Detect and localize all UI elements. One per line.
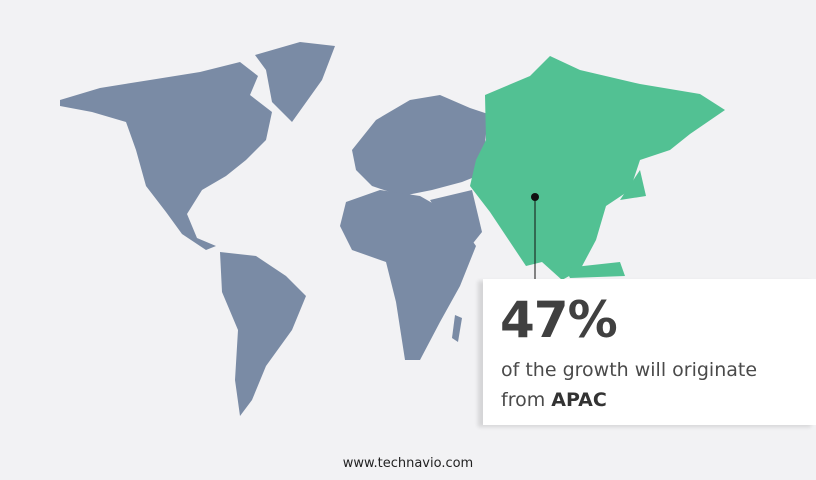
south-america	[220, 252, 306, 416]
asia	[470, 56, 725, 280]
callout-description: of the growth will originate from APAC	[501, 355, 811, 415]
other-regions	[60, 42, 488, 416]
footer-url: www.technavio.com	[342, 456, 474, 471]
apac-region	[470, 56, 725, 280]
north-america	[60, 62, 272, 250]
callout-region: APAC	[551, 389, 607, 411]
japan	[620, 170, 646, 200]
callout-card: 47% of the growth will originate from AP…	[483, 279, 816, 425]
callout-text: of the growth will originate	[501, 359, 758, 381]
callout-prefix: from	[501, 389, 546, 411]
growth-percentage: 47%	[500, 291, 618, 349]
greenland	[255, 42, 335, 122]
callout-dot	[531, 193, 539, 201]
middle-east	[430, 190, 482, 252]
madagascar	[452, 315, 462, 342]
europe	[352, 95, 488, 196]
africa	[340, 190, 476, 360]
indonesia	[565, 262, 625, 278]
